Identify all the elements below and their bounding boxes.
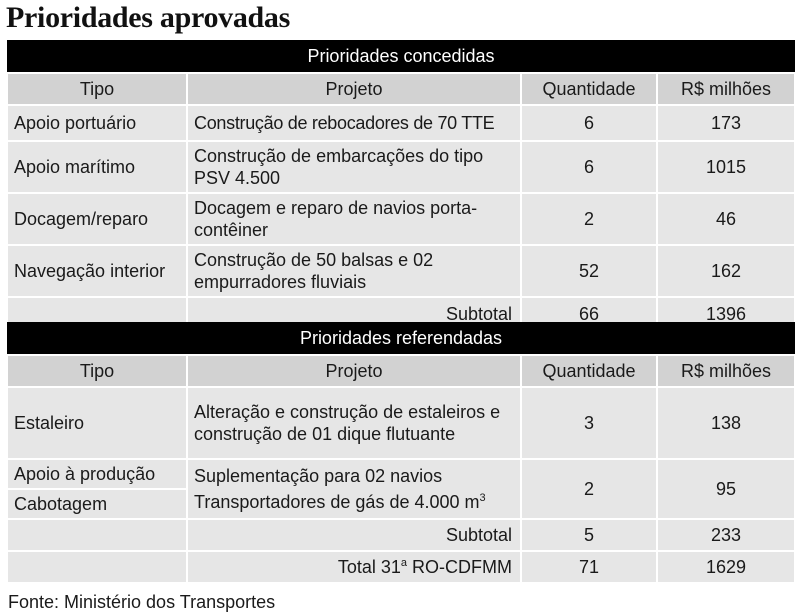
referendadas-table: Prioridades referendadas Tipo Projeto Qu… <box>6 322 796 584</box>
table-row: Estaleiro Alteração e construção de esta… <box>6 386 796 460</box>
cell-tipo: Docagem/reparo <box>6 192 188 246</box>
column-header-row: Tipo Projeto Quantidade R$ milhões <box>6 354 796 388</box>
subtotal-valor: 233 <box>656 518 796 552</box>
subtotal-label: Subtotal <box>186 518 522 552</box>
cell-quantidade: 3 <box>520 386 658 460</box>
page-title: Prioridades aprovadas <box>6 1 291 34</box>
column-header-tipo: Tipo <box>6 72 188 106</box>
total-quantidade: 71 <box>520 550 658 584</box>
cell-quantidade: 2 <box>520 192 658 246</box>
source-note: Fonte: Ministério dos Transportes <box>8 592 276 612</box>
column-header-projeto: Projeto <box>186 72 522 106</box>
section-heading-row: Prioridades concedidas <box>7 40 795 73</box>
projeto-line-2: Transportadores de gás de 4.000 m <box>194 492 480 512</box>
cell-projeto: Docagem e reparo de navios porta-contêin… <box>186 192 522 246</box>
table-row: Navegação interior Construção de 50 bals… <box>6 244 796 298</box>
cell-valor: 1015 <box>656 140 796 194</box>
total-label: Total 31a RO-CDFMM <box>186 550 522 584</box>
section-heading: Prioridades concedidas <box>7 40 795 73</box>
cell-tipo: Estaleiro <box>6 386 188 460</box>
column-header-tipo: Tipo <box>6 354 188 388</box>
column-header-valor: R$ milhões <box>656 72 796 106</box>
cell-quantidade: 52 <box>520 244 658 298</box>
cell-quantidade: 2 <box>520 458 658 520</box>
column-header-valor: R$ milhões <box>656 354 796 388</box>
cell-valor: 162 <box>656 244 796 298</box>
total-valor: 1629 <box>656 550 796 584</box>
cell-projeto: Alteração e construção de estaleiros e c… <box>186 386 522 460</box>
cell-valor: 173 <box>656 104 796 142</box>
cell-quantidade: 6 <box>520 140 658 194</box>
cell-projeto: Construção de rebocadores de 70 TTE <box>186 104 522 142</box>
cell-quantidade: 6 <box>520 104 658 142</box>
projeto-line-1: Suplementação para 02 navios <box>194 466 443 486</box>
table-row: Docagem/reparo Docagem e reparo de navio… <box>6 192 796 246</box>
cell-valor: 138 <box>656 386 796 460</box>
table-row: Apoio marítimo Construção de embarcações… <box>6 140 796 194</box>
concedidas-table: Prioridades concedidas Tipo Projeto Quan… <box>6 40 796 332</box>
table-row: Apoio portuário Construção de rebocadore… <box>6 104 796 142</box>
cell-projeto: Construção de embarcações do tipo PSV 4.… <box>186 140 522 194</box>
column-header-row: Tipo Projeto Quantidade R$ milhões <box>6 72 796 106</box>
cell-tipo: Apoio marítimo <box>6 140 188 194</box>
column-header-projeto: Projeto <box>186 354 522 388</box>
cell-valor: 95 <box>656 458 796 520</box>
cell-projeto: Suplementação para 02 navios Transportad… <box>186 458 522 520</box>
cell-valor: 46 <box>656 192 796 246</box>
subtotal-quantidade: 5 <box>520 518 658 552</box>
cell-tipo: Apoio portuário <box>6 104 188 142</box>
table-row: Apoio à produção Cabotagem Suplementação… <box>6 458 796 520</box>
cell-tipo: Apoio à produção <box>14 463 156 484</box>
superscript: 3 <box>479 492 486 504</box>
column-header-quantidade: Quantidade <box>520 72 658 106</box>
section-heading: Prioridades referendadas <box>7 322 795 355</box>
section-heading-row: Prioridades referendadas <box>7 322 795 355</box>
cell-projeto: Construção de 50 balsas e 02 empurradore… <box>186 244 522 298</box>
total-row: Total 31a RO-CDFMM 71 1629 <box>6 550 796 584</box>
column-header-quantidade: Quantidade <box>520 354 658 388</box>
subtotal-row: Subtotal 5 233 <box>6 518 796 552</box>
cell-tipo: Navegação interior <box>6 244 188 298</box>
cell-tipo-secondary: Cabotagem <box>9 488 185 517</box>
